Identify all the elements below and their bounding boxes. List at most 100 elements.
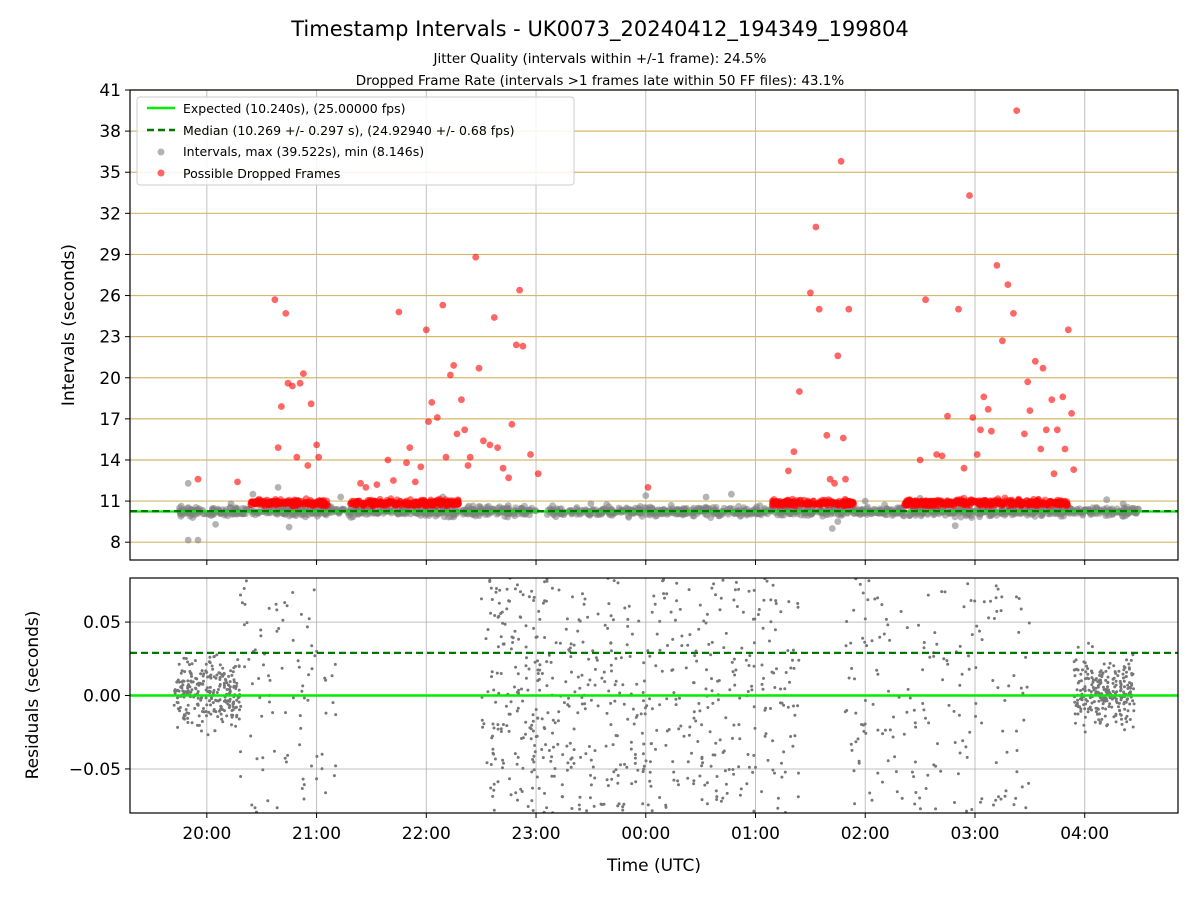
residual-point bbox=[1082, 703, 1086, 707]
residual-point bbox=[947, 703, 951, 707]
residual-point bbox=[1114, 683, 1118, 687]
residual-point bbox=[1102, 688, 1106, 692]
intervals-y-tick-label: 17 bbox=[99, 410, 121, 430]
residual-point bbox=[639, 712, 643, 716]
residual-point bbox=[863, 640, 867, 644]
residual-point bbox=[621, 808, 625, 812]
residual-point bbox=[231, 670, 235, 674]
residual-point bbox=[876, 672, 880, 676]
residual-point bbox=[850, 748, 854, 752]
residual-point bbox=[1076, 705, 1080, 709]
legend: Expected (10.240s), (25.00000 fps) Media… bbox=[136, 96, 575, 186]
residual-point bbox=[267, 606, 271, 610]
residual-point bbox=[258, 696, 262, 699]
residual-point bbox=[234, 684, 238, 688]
residual-point bbox=[718, 608, 722, 612]
residual-point bbox=[717, 679, 721, 682]
residual-point bbox=[738, 793, 742, 797]
residual-point bbox=[486, 628, 490, 631]
residual-point bbox=[1024, 806, 1028, 810]
residual-point bbox=[1128, 685, 1132, 689]
dropped-frame-point bbox=[395, 308, 403, 316]
dropped-frame-point bbox=[1039, 364, 1047, 372]
residual-point bbox=[604, 744, 608, 748]
residual-point bbox=[922, 708, 926, 712]
legend-expected-label: Expected (10.240s), (25.00000 fps) bbox=[183, 101, 405, 116]
residual-point bbox=[532, 626, 536, 630]
dropped-frame-point bbox=[449, 501, 457, 509]
residual-point bbox=[524, 732, 527, 736]
residual-point bbox=[580, 696, 584, 699]
residual-point bbox=[727, 768, 731, 771]
residual-point bbox=[1131, 725, 1135, 729]
residual-point bbox=[883, 728, 887, 732]
dropped-frame-point bbox=[406, 500, 414, 507]
residual-point bbox=[732, 657, 736, 661]
residual-point bbox=[513, 752, 517, 756]
residual-point bbox=[491, 751, 495, 755]
residual-point bbox=[1126, 697, 1130, 701]
residual-point bbox=[646, 803, 650, 807]
dropped-frame-point bbox=[812, 223, 820, 231]
dropped-frame-point bbox=[298, 497, 306, 505]
residual-point bbox=[773, 771, 776, 775]
residual-point bbox=[927, 721, 931, 725]
residual-point bbox=[546, 711, 550, 715]
residual-point bbox=[529, 737, 533, 741]
residual-point bbox=[491, 794, 495, 798]
residual-point bbox=[205, 714, 208, 718]
dropped-frame-point bbox=[999, 500, 1007, 507]
residual-point bbox=[679, 724, 683, 728]
residual-point bbox=[221, 720, 225, 724]
dropped-frame-point bbox=[790, 448, 798, 456]
residual-point bbox=[593, 776, 597, 780]
residual-point bbox=[524, 720, 528, 724]
x-tick-label: 03:00 bbox=[950, 824, 999, 844]
residual-point bbox=[629, 740, 633, 744]
residual-point bbox=[850, 667, 854, 670]
residual-point bbox=[611, 743, 615, 747]
residual-point bbox=[552, 745, 555, 749]
residual-point bbox=[187, 684, 191, 688]
residual-point bbox=[225, 681, 229, 685]
residual-point bbox=[532, 599, 536, 602]
residuals-y-tick-label: 0.05 bbox=[83, 613, 121, 633]
dropped-frame-point bbox=[368, 499, 376, 506]
residual-point bbox=[614, 734, 618, 737]
dropped-frame-point bbox=[296, 379, 304, 387]
interval-point bbox=[587, 500, 595, 508]
residual-point bbox=[206, 733, 210, 737]
residual-point bbox=[211, 701, 215, 705]
dropped-frame-point bbox=[984, 405, 992, 413]
residual-point bbox=[516, 798, 519, 802]
residual-point bbox=[524, 624, 528, 628]
residual-point bbox=[994, 761, 998, 765]
residual-point bbox=[1092, 688, 1096, 692]
residual-point bbox=[621, 805, 625, 809]
residuals-y-tick-label: −0.05 bbox=[69, 760, 121, 780]
residual-point bbox=[227, 683, 230, 687]
residual-point bbox=[649, 742, 653, 746]
residual-point bbox=[761, 626, 765, 630]
residual-point bbox=[861, 636, 865, 640]
residual-point bbox=[253, 648, 257, 652]
residual-point bbox=[940, 590, 944, 594]
dropped-frame-point bbox=[403, 459, 410, 467]
residual-point bbox=[216, 688, 220, 691]
residual-point bbox=[299, 726, 303, 730]
dropped-frame-point bbox=[1064, 326, 1072, 334]
residual-point bbox=[495, 587, 498, 590]
residual-point bbox=[1122, 690, 1126, 694]
dropped-frame-point bbox=[796, 388, 803, 395]
residual-point bbox=[222, 685, 226, 689]
residual-point bbox=[1102, 685, 1105, 689]
residual-point bbox=[677, 727, 681, 731]
residual-point bbox=[183, 717, 186, 721]
x-tick-label: 22:00 bbox=[402, 824, 451, 844]
residual-point bbox=[580, 673, 584, 677]
residual-point bbox=[946, 662, 950, 666]
residual-point bbox=[515, 709, 519, 713]
residual-point bbox=[520, 687, 523, 691]
residual-point bbox=[260, 714, 264, 718]
